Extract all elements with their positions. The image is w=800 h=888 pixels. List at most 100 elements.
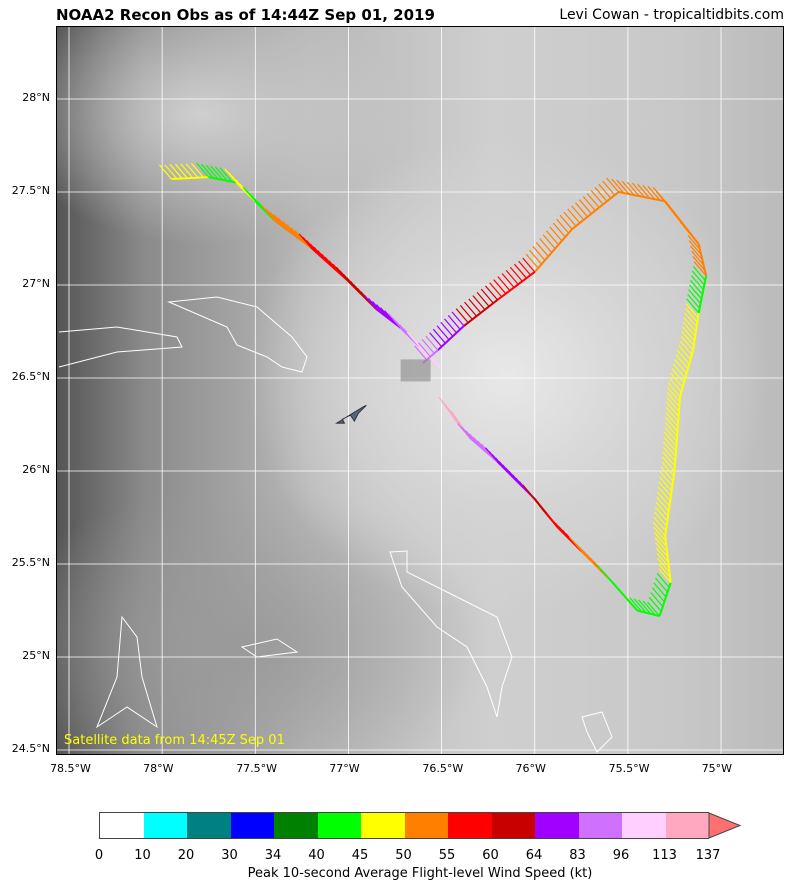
wind-barb	[638, 599, 652, 615]
wind-barb	[542, 234, 556, 250]
wind-barb	[666, 392, 680, 407]
wind-barb	[571, 205, 585, 221]
wind-barb	[282, 221, 296, 236]
colorbar-tick-label: 137	[695, 848, 721, 863]
wind-barb	[692, 265, 706, 281]
wind-barb	[575, 202, 588, 218]
wind-barb	[306, 240, 320, 255]
wind-barb	[265, 208, 279, 224]
wind-barb	[647, 185, 661, 201]
coastline	[581, 711, 613, 753]
wind-barb	[666, 397, 680, 412]
wind-barb	[451, 311, 465, 327]
wind-barb	[633, 598, 647, 614]
wind-barb	[332, 263, 346, 279]
wind-barb	[687, 234, 701, 250]
wind-barb	[689, 245, 703, 261]
coastline	[240, 638, 299, 658]
wind-barb	[278, 217, 291, 233]
wind-barb	[654, 537, 668, 552]
wind-barb	[672, 363, 686, 379]
colorbar-tick-label: 55	[438, 848, 456, 863]
wind-barb	[586, 193, 600, 208]
flight-track-segment	[664, 470, 676, 537]
wind-barb	[678, 345, 691, 360]
wind-barb	[567, 208, 581, 224]
wind-barb	[666, 402, 680, 417]
wind-barb	[481, 443, 494, 459]
coastline	[95, 615, 158, 729]
wind-barb	[469, 433, 482, 449]
credit: Levi Cowan - tropicaltidbits.com	[559, 7, 784, 23]
lat-tick-label: 25°N	[22, 649, 50, 662]
wind-barb	[509, 266, 523, 282]
wind-barb	[313, 246, 327, 262]
colorbar-tick-label: 96	[612, 848, 630, 863]
wind-barb	[444, 318, 457, 334]
wind-barb	[611, 178, 625, 194]
wind-barb	[473, 436, 486, 452]
wind-barb	[667, 382, 681, 397]
wind-barb	[317, 250, 331, 265]
wind-barb	[465, 430, 478, 445]
wind-barb	[582, 196, 596, 211]
wind-barb	[688, 240, 702, 256]
wind-barb	[174, 163, 188, 179]
wind-barb	[653, 532, 667, 547]
wind-barb	[546, 230, 559, 246]
colorbar-tick-label: 64	[525, 848, 543, 863]
colorbar-bin	[317, 812, 361, 839]
wind-barb	[670, 372, 684, 388]
flight-track-segment	[533, 228, 573, 273]
wind-barb	[653, 582, 667, 598]
wind-barb	[675, 354, 689, 370]
wind-barb	[624, 596, 638, 611]
wind-barb	[654, 506, 668, 522]
coastline	[167, 296, 308, 373]
wind-barb	[485, 285, 498, 301]
wind-barb	[321, 253, 335, 269]
wind-barb	[657, 486, 671, 502]
colorbar-title: Peak 10-second Average Flight-level Wind…	[247, 866, 593, 881]
wind-barb	[461, 426, 474, 442]
wind-barb	[684, 307, 698, 323]
wind-barb	[655, 577, 669, 593]
wind-barb	[505, 269, 519, 285]
wind-barb	[660, 466, 674, 482]
wind-barb	[425, 335, 439, 351]
wind-barb	[684, 312, 698, 328]
wind-barb	[421, 338, 435, 354]
colorbar-bin	[99, 812, 144, 839]
wind-barb	[642, 184, 656, 200]
flight-track-segment	[664, 535, 672, 583]
colorbar-bin	[491, 812, 535, 839]
satellite-label: Satellite data from 14:45Z Sep 01	[64, 733, 285, 748]
recon-map: Satellite data from 14:45Z Sep 01	[56, 26, 784, 755]
wind-barb	[514, 263, 527, 279]
wind-barb	[190, 162, 204, 178]
wind-barb	[261, 205, 275, 221]
wind-barb	[447, 314, 461, 330]
lon-tick-label: 76.5°W	[422, 762, 464, 775]
wind-barb	[655, 547, 669, 563]
flight-track-segment	[673, 396, 682, 472]
wind-barb	[468, 298, 482, 314]
wind-barb	[679, 340, 693, 356]
colorbar-bin	[665, 812, 709, 839]
lat-tick-label: 26°N	[22, 463, 50, 476]
wind-barb	[647, 601, 661, 617]
colorbar-tick-label: 113	[652, 848, 677, 863]
wind-barb	[682, 321, 696, 337]
eye-region	[400, 359, 431, 382]
wind-barb	[667, 387, 681, 402]
wind-barb	[680, 335, 694, 351]
wind-barb	[559, 214, 573, 230]
wind-barb	[384, 310, 398, 326]
wind-barb	[681, 331, 695, 346]
wind-barb	[671, 368, 685, 384]
colorbar-tick-label: 20	[177, 848, 195, 863]
wind-barb	[642, 600, 656, 616]
wind-barb	[691, 250, 705, 266]
wind-barb	[657, 563, 671, 578]
wind-barb	[480, 288, 494, 304]
